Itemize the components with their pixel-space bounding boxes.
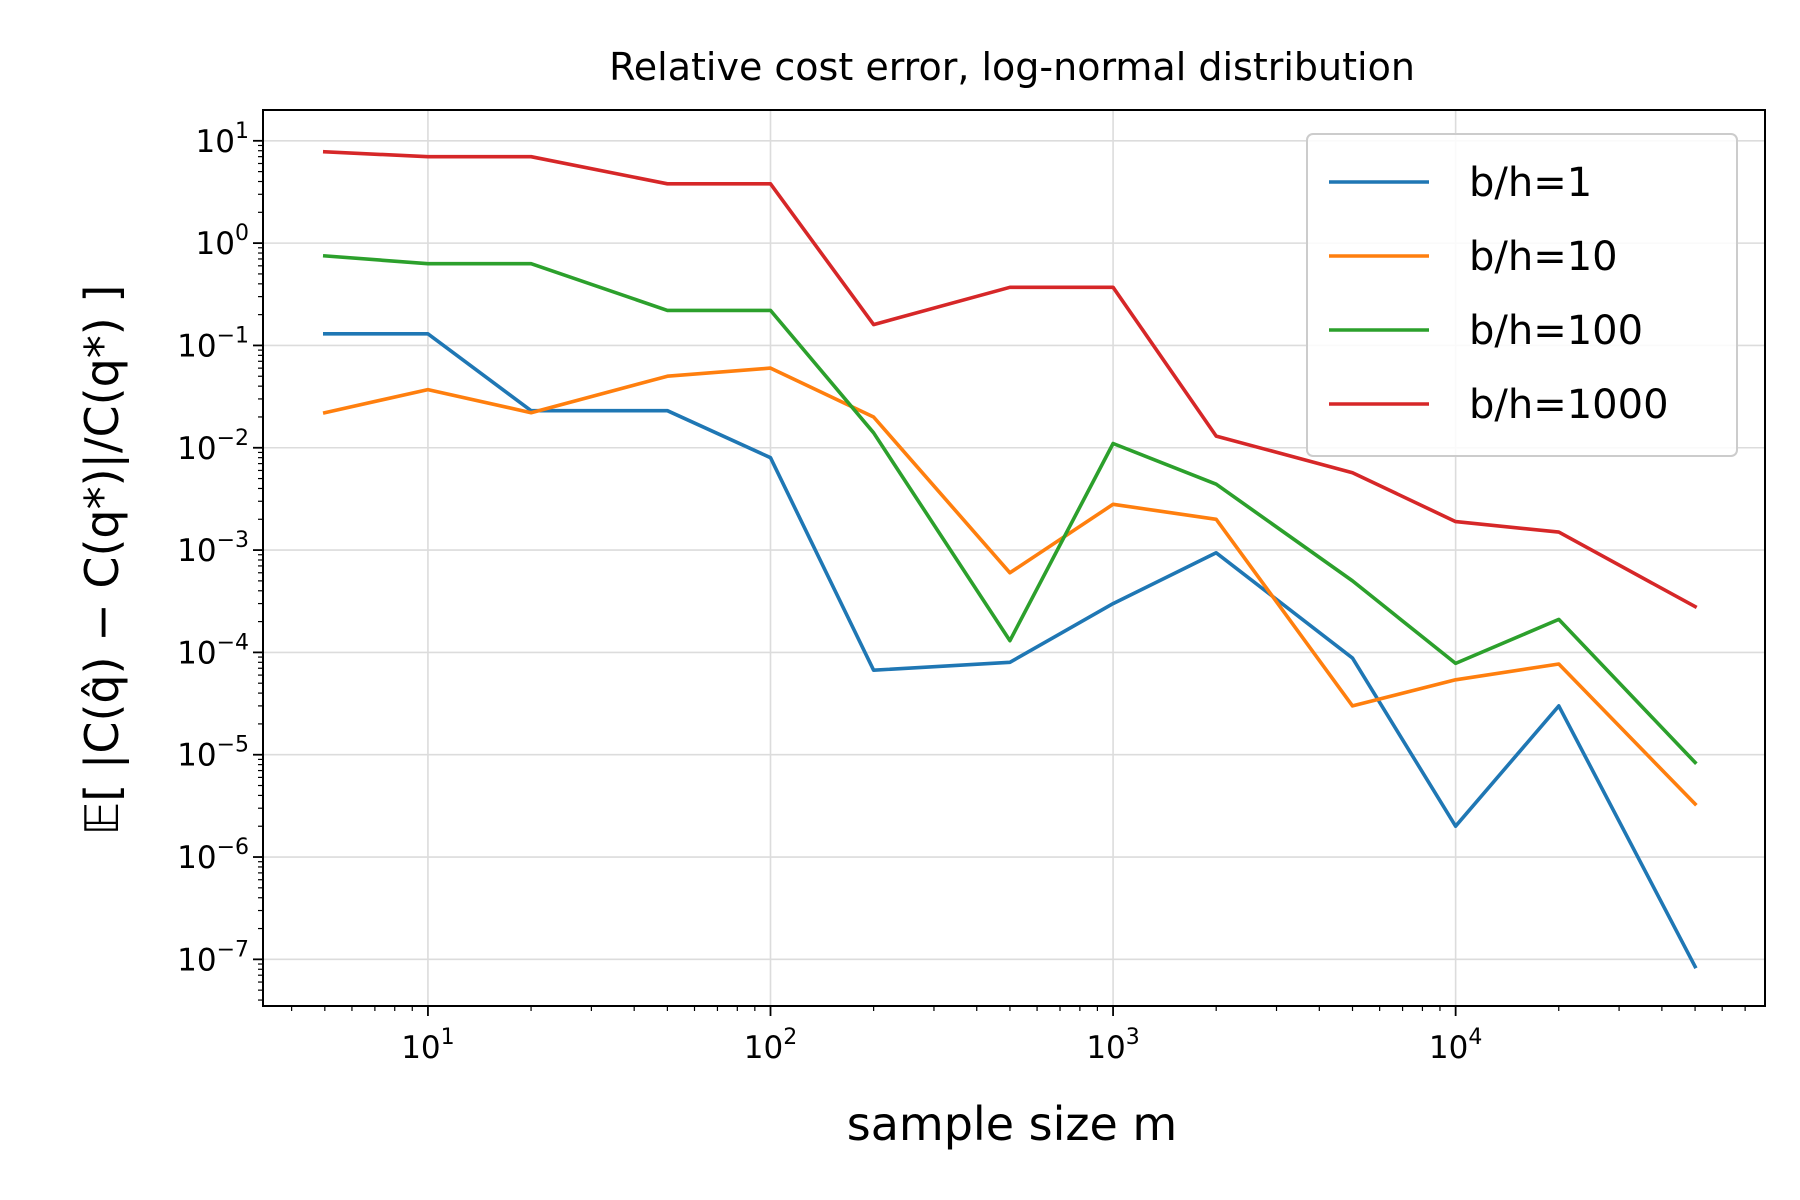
series-line-b-h-100 [322,253,1698,766]
legend-label: b/h=1000 [1469,382,1669,428]
series-line-b-h-1000 [322,149,1698,610]
y-tick-label: 10−5 [177,733,249,774]
y-tick-label: 100 [196,221,249,262]
y-tick-label: 10−6 [177,835,249,876]
plot-frame [262,109,1766,1007]
series-lines [322,149,1698,970]
x-tick-label: 102 [744,1025,797,1066]
y-tick-label: 10−1 [177,323,249,364]
series-line-b-h-10 [322,366,1698,807]
axis-ticks: 101 102 103 104 101 100 10−1 10−2 10−3 10−4 10−5 10… [177,119,1746,1066]
legend-box [1306,133,1738,457]
x-axis-label-text: sample size m [847,1097,1178,1151]
series-line-b-h-1 [322,331,1698,970]
legend: b/h=1 b/h=10 b/h=100 b/h=1000 [1306,133,1738,457]
y-tick-label: 10−3 [177,528,249,569]
legend-label: b/h=100 [1469,308,1643,354]
y-tick-label: 10−2 [177,426,249,467]
x-tick-label: 101 [401,1025,454,1066]
legend-label: b/h=1 [1469,160,1592,206]
y-tick-label: 10−4 [177,630,249,671]
legend-label: b/h=10 [1469,234,1618,280]
x-tick-label: 104 [1429,1025,1482,1066]
x-axis-label: sample size m [847,1097,1178,1151]
y-tick-label: 101 [196,119,249,160]
y-tick-label: 10−7 [177,937,249,978]
y-axis-label: 𝔼[ |C(q̂) − C(q*)|/C(q*) ] [75,285,130,836]
chart-title: Relative cost error, log-normal distribu… [609,45,1415,89]
x-tick-label: 103 [1086,1025,1139,1066]
